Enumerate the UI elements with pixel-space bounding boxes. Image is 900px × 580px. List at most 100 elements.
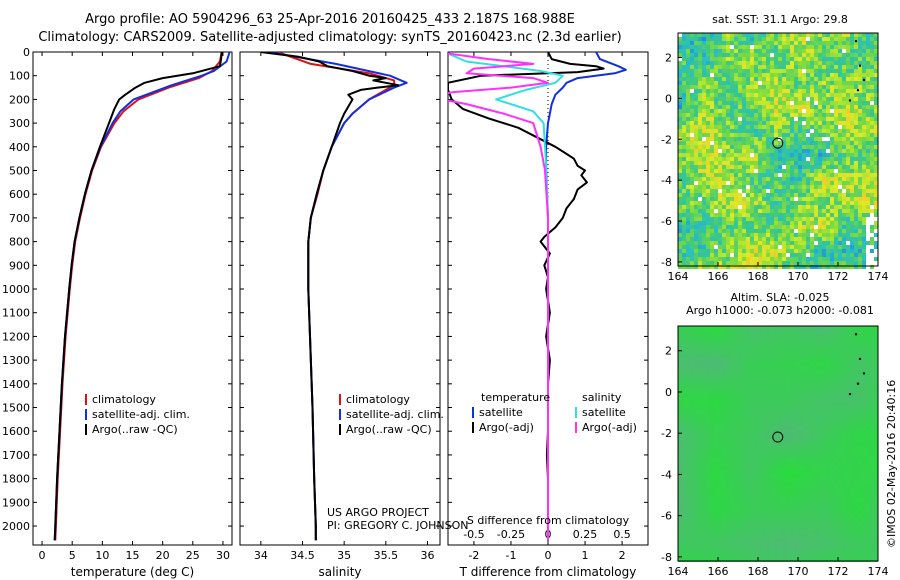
sla-map-lon-label: 172 (828, 565, 849, 578)
sla-map-frame (677, 325, 879, 562)
sla-map-lon-label: 166 (708, 565, 729, 578)
depth-tick-label: 400 (9, 141, 30, 154)
sla-map-lat-label: -6 (661, 510, 672, 523)
depth-tick-label: 0 (23, 46, 30, 59)
sla-map-title-line2: Argo h1000: -0.073 h2000: -0.081 (686, 304, 874, 317)
sla-map-title-line1: Altim. SLA: -0.025 (730, 291, 830, 304)
differences-panel: -2 -1 0 1 2-0.5 -0.25 0 0.25 0.5T difference fro… (447, 51, 649, 579)
sla-map-island (856, 382, 860, 385)
sla-map-lon-label: 168 (748, 565, 769, 578)
depth-tick-label: 1200 (2, 330, 30, 343)
salinity-panel: 34 34.5 35 35.5 36 salinity climatology satelli… (239, 51, 444, 579)
depth-tick-label: 200 (9, 93, 30, 106)
sst-map-lon-label: 166 (708, 270, 729, 283)
temperature-legend-2-label: Argo(..raw -QC) (92, 423, 178, 436)
temperature-legend-0-label: climatology (92, 393, 156, 406)
depth-tick-label: 1400 (2, 378, 30, 391)
sla-map-lat-label: 2 (665, 345, 672, 358)
salinity-legend-1-label: satellite-adj. clim. (346, 408, 444, 421)
imos-credit: ©IMOS 02-May-2016 20:40:16 (885, 379, 898, 548)
temperature-legend-1-label: satellite-adj. clim. (92, 408, 190, 421)
differences-series-s-satellite (448, 52, 564, 541)
sst-map-lat-label: 0 (665, 92, 672, 105)
depth-tick-label: 1300 (2, 354, 30, 367)
differences-xtick-label: 0 (545, 549, 552, 562)
sla-map-panel: 164 166 168 170 172 174 2 0 -2 -4 -6 -8 (661, 325, 889, 578)
depth-tick-label: 1700 (2, 449, 30, 462)
sst-map-frame (677, 32, 879, 267)
sla-map-float-marker (772, 431, 784, 443)
sst-map-island (854, 39, 858, 43)
sla-map-island (858, 357, 862, 361)
sst-map-field (678, 33, 878, 269)
sla-map-island (862, 372, 866, 375)
differences-series-s-argo-adj- (448, 52, 549, 541)
sla-map-island (848, 392, 852, 396)
depth-tick-label: 1800 (2, 473, 30, 486)
temperature-series-climatology (54, 52, 223, 541)
salinity-xtick-label: 34 (254, 549, 268, 562)
sst-map-island (848, 99, 852, 102)
depth-tick-label: 2000 (2, 520, 30, 533)
sst-map-lon-label: 170 (788, 270, 809, 283)
differences-s-axis-label: S difference from climatology (467, 514, 630, 527)
diff-legend-t-argo-label: Argo(-adj) (479, 421, 534, 434)
temperature-xtick-label: 30 (216, 549, 230, 562)
temperature-xtick-label: 0 (39, 549, 46, 562)
temperature-series-argo-raw-qc- (53, 52, 223, 541)
diff-legend-temperature-header: temperature (481, 391, 550, 404)
diff-legend-salinity-header: salinity (582, 391, 622, 404)
depth-tick-label: 700 (9, 212, 30, 225)
sst-map-island (862, 78, 866, 82)
salinity-series-argo-raw-qc- (260, 52, 400, 541)
differences-xtick-label: 2 (619, 549, 626, 562)
figure-title-line1: Argo profile: AO 5904296_63 25-Apr-2016 … (85, 12, 575, 27)
sla-map-lon-label: 164 (668, 565, 689, 578)
temperature-xlabel: temperature (deg C) (71, 565, 194, 579)
sst-map-lon-label: 164 (668, 270, 689, 283)
sst-map-island (858, 64, 862, 67)
sla-map-lon-label: 174 (868, 565, 889, 578)
salinity-xtick-label: 35.5 (374, 549, 399, 562)
temperature-xtick-label: 20 (156, 549, 170, 562)
depth-tick-label: 500 (9, 165, 30, 178)
depth-tick-label: 1500 (2, 402, 30, 415)
temperature-xtick-label: 25 (186, 549, 200, 562)
depth-tick-label: 1100 (2, 307, 30, 320)
sla-map-island (854, 333, 858, 336)
sst-map-lat-label: -8 (661, 256, 672, 269)
sst-map-island (856, 89, 860, 92)
temperature-panel: 0100200300400500600700800900100011001200… (2, 46, 233, 579)
diff-legend-t-sat-label: satellite (479, 406, 523, 419)
diff-legend-s-argo-label: Argo(-adj) (582, 421, 637, 434)
sst-map-panel: 164 166 168 170 172 174 2 0 -2 -4 -6 -8 (661, 32, 889, 283)
sla-map-field (678, 326, 878, 562)
salinity-legend-2-label: Argo(..raw -QC) (346, 423, 432, 436)
salinity-xlabel: salinity (318, 565, 361, 579)
salinity-frame (239, 51, 441, 546)
differences-s-tick-label: -0.5 (463, 528, 484, 541)
project-pi: PI: GREGORY C. JOHNSON (327, 519, 469, 532)
depth-tick-label: 1600 (2, 425, 30, 438)
salinity-series-climatology (277, 52, 396, 541)
depth-tick-label: 600 (9, 188, 30, 201)
differences-xtick-label: -1 (505, 549, 516, 562)
differences-s-tick-label: 0.25 (573, 528, 598, 541)
sla-map-lat-label: -8 (661, 551, 672, 564)
temperature-xtick-label: 15 (126, 549, 140, 562)
depth-tick-label: 300 (9, 117, 30, 130)
salinity-xtick-label: 36 (421, 549, 435, 562)
differences-series-t-argo-adj- (448, 52, 605, 541)
temperature-xtick-label: 5 (69, 549, 76, 562)
sla-map-lat-label: -2 (661, 427, 672, 440)
depth-tick-label: 800 (9, 236, 30, 249)
depth-tick-label: 1900 (2, 496, 30, 509)
temperature-series-satellite-adj-clim- (53, 52, 231, 541)
salinity-legend-0-label: climatology (346, 393, 410, 406)
differences-xtick-label: -2 (468, 549, 479, 562)
depth-tick-label: 900 (9, 259, 30, 272)
differences-s-tick-label: 0.5 (613, 528, 631, 541)
differences-s-tick-label: -0.25 (497, 528, 525, 541)
differences-xtick-label: 1 (582, 549, 589, 562)
